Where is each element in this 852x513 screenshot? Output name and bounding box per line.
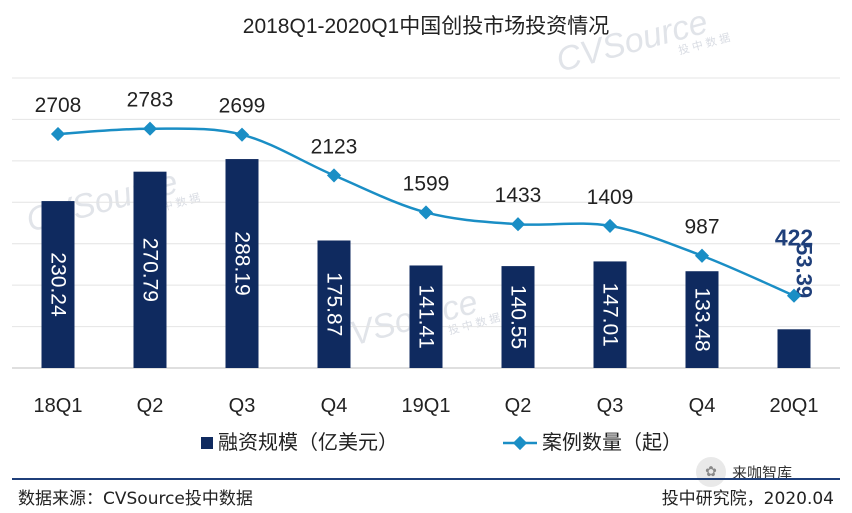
bar-Q3 bbox=[225, 159, 259, 368]
legend-marker-line bbox=[512, 435, 528, 451]
bar-value-label: 141.41 bbox=[415, 285, 438, 349]
bar-value-label: 270.79 bbox=[139, 238, 162, 302]
line-point-Q4 bbox=[694, 248, 710, 263]
line-value-label: 1599 bbox=[403, 172, 450, 195]
line-value-label: 2783 bbox=[127, 89, 174, 112]
bar-value-label: 230.24 bbox=[47, 252, 70, 317]
bar-18Q1 bbox=[41, 201, 75, 368]
bar-value-label: 140.55 bbox=[507, 285, 530, 349]
bar-20Q1 bbox=[777, 329, 811, 368]
x-tick-label: Q3 bbox=[229, 395, 256, 417]
source-note: 数据来源：CVSource投中数据 bbox=[18, 489, 253, 509]
line-point-19Q1 bbox=[418, 205, 434, 220]
line-value-label: 1409 bbox=[587, 186, 634, 209]
line-point-Q2 bbox=[510, 217, 526, 232]
bar-value-label: 133.48 bbox=[691, 287, 714, 351]
bar-Q3 bbox=[593, 261, 627, 368]
x-tick-label: Q2 bbox=[505, 395, 532, 417]
bar-Q2 bbox=[133, 171, 167, 368]
line-value-label: 1433 bbox=[495, 184, 542, 207]
bar-value-label: 53.39 bbox=[792, 243, 817, 298]
bar-value-label: 288.19 bbox=[231, 231, 254, 295]
line-point-18Q1 bbox=[50, 126, 66, 142]
wechat-badge-label: 来咖智库 bbox=[732, 463, 793, 482]
line-point-Q3 bbox=[602, 218, 618, 233]
legend-label-bar: 融资规模（亿美元） bbox=[218, 431, 398, 454]
line-value-label: 2699 bbox=[219, 95, 266, 118]
x-tick-label: Q4 bbox=[321, 395, 348, 417]
line-point-Q4 bbox=[326, 168, 342, 183]
x-tick-label: 18Q1 bbox=[34, 395, 83, 417]
bar-Q4 bbox=[317, 240, 351, 368]
footer-divider bbox=[12, 478, 840, 480]
x-tick-label: Q3 bbox=[597, 395, 624, 417]
x-tick-label: 20Q1 bbox=[770, 395, 819, 417]
x-tick-label: Q4 bbox=[689, 395, 716, 417]
line-value-label: 422 bbox=[775, 225, 813, 251]
bar-value-label: 147.01 bbox=[599, 283, 622, 347]
line-point-Q3 bbox=[234, 127, 250, 142]
chart-title: 2018Q1-2020Q1中国创投市场投资情况 bbox=[243, 15, 609, 38]
line-value-label: 2708 bbox=[35, 94, 82, 117]
x-tick-label: Q2 bbox=[137, 395, 164, 417]
wechat-badge: ✿ 来咖智库 bbox=[696, 457, 792, 487]
line-value-label: 2123 bbox=[311, 135, 358, 158]
bar-Q4 bbox=[685, 271, 719, 368]
bar-Q2 bbox=[501, 266, 535, 368]
wechat-icon: ✿ bbox=[696, 457, 726, 487]
line-point-Q2 bbox=[142, 121, 158, 136]
line-value-label: 987 bbox=[684, 216, 719, 239]
bar-value-label: 175.87 bbox=[323, 272, 346, 336]
legend-label-line: 案例数量（起） bbox=[542, 431, 682, 454]
x-tick-label: 19Q1 bbox=[402, 395, 451, 417]
bar-19Q1 bbox=[409, 265, 443, 368]
legend-swatch-bar bbox=[201, 437, 213, 449]
line-point-20Q1 bbox=[786, 288, 802, 303]
credit-note: 投中研究院，2020.04 bbox=[661, 489, 834, 509]
